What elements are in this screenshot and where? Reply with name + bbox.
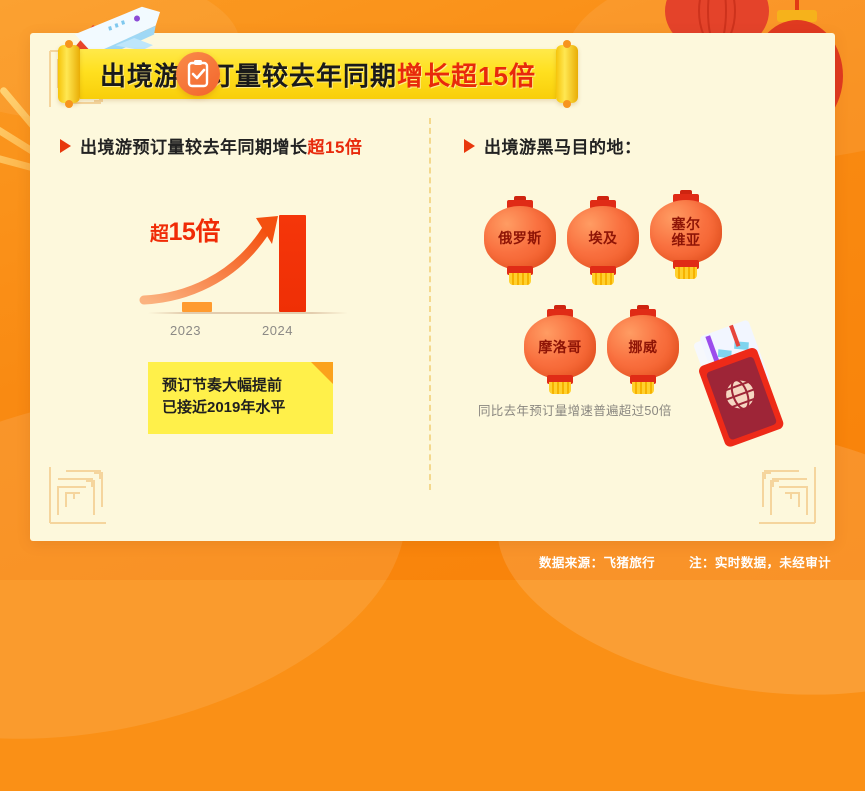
right-column-heading: 出境游黑马目的地： — [464, 133, 642, 158]
left-heading-text: 出境游预订量较去年同期增长 — [80, 138, 308, 157]
triangle-bullet-icon — [60, 138, 71, 153]
lantern-label: 埃及 — [588, 230, 618, 246]
chart-axis — [148, 312, 348, 314]
scroll-cap-right — [556, 40, 578, 108]
destination-lantern[interactable]: 挪威 — [607, 305, 679, 394]
bar-2023 — [182, 302, 212, 312]
lantern-label: 塞尔 维亚 — [672, 216, 701, 248]
bar-2024 — [279, 215, 306, 312]
footer-disclaimer: 注：实时数据，未经审计 — [689, 555, 831, 570]
booking-note-card: 预订节奏大幅提前 已接近2019年水平 — [148, 362, 333, 434]
footer: 数据来源：飞猪旅行 注：实时数据，未经审计 — [0, 542, 865, 580]
footer-source: 数据来源：飞猪旅行 — [538, 555, 656, 570]
passport-tickets-icon — [694, 320, 784, 447]
growth-arrow-icon — [139, 216, 278, 305]
destination-lantern[interactable]: 俄罗斯 — [484, 196, 556, 285]
page-title-highlight: 增长超15倍 — [397, 60, 536, 91]
clipboard-check-badge — [176, 52, 220, 96]
growth-bar-chart: 超15倍 2023 2024 — [139, 198, 348, 338]
chinese-corner-ornament-icon — [49, 467, 106, 524]
growth-prefix: 超 — [150, 224, 169, 245]
lantern-label-line-2: 维亚 — [671, 232, 701, 248]
left-heading-highlight: 超15倍 — [307, 138, 363, 157]
page-title-main: 出境游预订量较去年同期 — [100, 60, 398, 91]
lantern-label: 摩洛哥 — [538, 339, 582, 355]
title-banner: 出境游预订量较去年同期 增长超15倍 — [58, 40, 578, 108]
bar-label-2023: 2023 — [170, 323, 201, 338]
lantern-label-line-1: 塞尔 — [671, 216, 701, 232]
chinese-corner-ornament-icon — [759, 467, 816, 524]
content-card — [30, 33, 835, 541]
destination-lantern[interactable]: 埃及 — [567, 196, 639, 285]
note-line-1: 预订节奏大幅提前 — [162, 377, 283, 394]
destination-lantern[interactable]: 塞尔 维亚 — [650, 190, 722, 279]
right-heading-text: 出境游黑马目的地： — [484, 138, 642, 157]
column-divider — [429, 118, 431, 490]
clipboard-check-icon — [187, 60, 209, 88]
growth-label: 超15倍 — [150, 212, 220, 248]
note-fold-corner — [311, 362, 333, 384]
triangle-bullet-icon — [464, 138, 475, 153]
note-background — [148, 362, 333, 434]
page-title: 出境游预订量较去年同期 增长超15倍 — [58, 45, 578, 103]
lantern-label: 俄罗斯 — [498, 230, 542, 246]
bar-label-2024: 2024 — [262, 323, 293, 338]
growth-value: 15倍 — [168, 218, 221, 246]
note-line-2: 已接近2019年水平 — [162, 399, 286, 416]
lantern-label: 挪威 — [628, 339, 658, 355]
destination-caption: 同比去年预订量增速普遍超过50倍 — [478, 404, 672, 418]
left-column-heading: 出境游预订量较去年同期增长超15倍 — [60, 133, 362, 158]
scroll-cap-left — [58, 40, 80, 108]
note-text: 预订节奏大幅提前 已接近2019年水平 — [162, 375, 285, 419]
banner-body — [80, 49, 556, 99]
destination-lantern[interactable]: 摩洛哥 — [524, 305, 596, 394]
